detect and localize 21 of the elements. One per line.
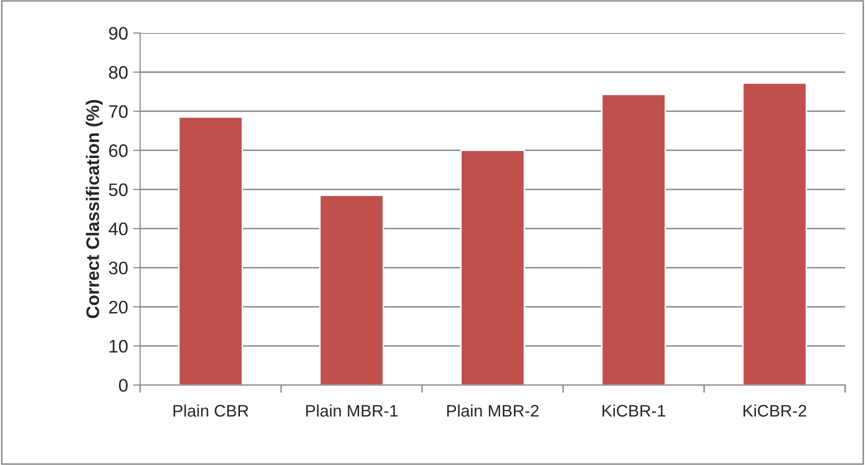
y-tick-label: 50 <box>108 183 128 196</box>
y-tick-label: 30 <box>108 262 128 274</box>
bar <box>601 94 666 386</box>
y-tick-label: 90 <box>109 26 128 40</box>
x-tick-label: Plain MBR-2 <box>447 404 539 417</box>
bar <box>319 194 384 386</box>
y-axis-title: Correct Classification (%) <box>86 100 103 318</box>
x-tick-label: Plain MBR-1 <box>306 404 398 417</box>
y-tick-label: 10 <box>110 340 128 353</box>
bar <box>742 82 808 386</box>
x-tick-label: KiCBR-2 <box>744 404 806 417</box>
x-tick-label: Plain CBR <box>174 404 248 417</box>
x-tick-label: KiCBR-1 <box>602 404 666 417</box>
y-tick-label: 70 <box>109 105 128 118</box>
y-tick-label: 80 <box>109 66 128 79</box>
bar <box>460 150 526 386</box>
y-tick-label: 40 <box>108 222 128 236</box>
y-tick-label: 20 <box>109 300 128 314</box>
y-tick-label: 0 <box>118 378 128 392</box>
y-tick-label: 60 <box>109 144 128 158</box>
bar <box>178 116 244 386</box>
